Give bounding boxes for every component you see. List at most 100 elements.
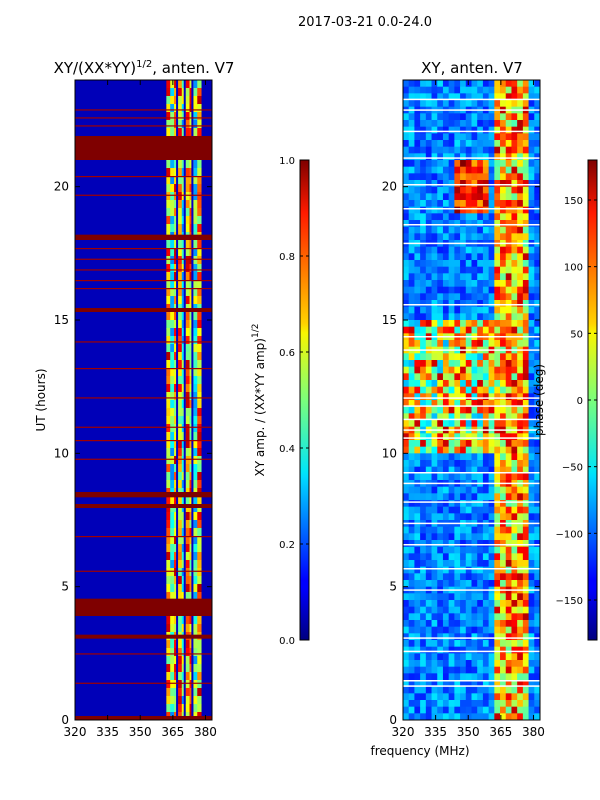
right-cell	[403, 433, 410, 441]
right-cell	[414, 540, 421, 548]
right-cell	[482, 533, 490, 541]
right-cell	[420, 560, 427, 568]
left-cell	[197, 336, 202, 345]
right-cell	[465, 406, 472, 414]
right-cell	[500, 326, 507, 334]
amp-colorbar-tick-label-4: 0.8	[279, 252, 295, 263]
left-flag-line-2	[75, 125, 212, 127]
right-cell	[511, 666, 518, 674]
right-cell	[442, 420, 450, 428]
right-cell	[471, 506, 478, 514]
phase-colorbar-tick-label-0: 150	[564, 196, 583, 207]
right-cell	[431, 126, 438, 134]
left-cell	[170, 584, 175, 593]
right-cell	[505, 80, 512, 88]
right-cell	[505, 153, 512, 161]
right-cell	[534, 260, 540, 268]
right-cell	[517, 226, 524, 234]
right-cell	[528, 646, 535, 654]
right-cell	[488, 460, 495, 468]
right-cell	[471, 246, 478, 254]
right-cell	[403, 246, 410, 254]
left-cell	[166, 424, 171, 433]
right-cell	[522, 633, 529, 641]
right-cell	[500, 153, 507, 161]
right-cell	[437, 553, 444, 561]
right-cell	[511, 226, 518, 234]
left-cell	[185, 112, 190, 121]
right-cell	[437, 673, 444, 681]
right-cell	[522, 660, 529, 668]
right-cell	[517, 373, 524, 381]
right-cell	[448, 320, 455, 328]
left-cell	[197, 264, 202, 273]
right-cell	[448, 666, 455, 674]
right-cell	[425, 713, 432, 720]
right-cell	[414, 493, 421, 501]
left-xtick-label-1: 335	[96, 725, 119, 739]
right-cell	[522, 420, 529, 428]
left-cell	[197, 376, 202, 385]
right-cell	[522, 160, 529, 168]
right-cell	[517, 113, 524, 121]
right-cell	[420, 200, 427, 208]
right-cell	[517, 453, 524, 461]
left-ytick-label-2: 10	[54, 446, 69, 460]
right-cell	[454, 673, 461, 681]
left-cell	[197, 104, 202, 113]
right-cell	[420, 440, 427, 448]
right-cell	[420, 253, 427, 261]
right-cell	[505, 420, 512, 428]
right-cell	[420, 593, 427, 601]
right-cell	[442, 460, 450, 468]
right-cell	[522, 380, 529, 388]
right-cell	[528, 666, 535, 674]
right-cell	[528, 680, 535, 688]
left-cell	[177, 616, 183, 625]
right-cell	[431, 680, 438, 688]
right-cell	[460, 513, 467, 521]
right-cell	[511, 200, 518, 208]
right-cell	[494, 406, 501, 414]
right-cell	[517, 673, 524, 681]
right-cell	[403, 486, 410, 494]
right-cell	[482, 666, 490, 674]
left-cell	[185, 408, 190, 417]
right-cell	[528, 313, 535, 321]
right-panel-title: XY, anten. V7	[421, 59, 523, 77]
right-cell	[534, 206, 540, 214]
left-cell	[170, 224, 175, 233]
right-cell	[403, 213, 410, 221]
right-cell	[408, 680, 415, 688]
right-cell	[494, 540, 501, 548]
left-cell	[166, 240, 171, 249]
right-cell	[500, 253, 507, 261]
right-cell	[477, 453, 484, 461]
right-cell	[505, 286, 512, 294]
right-cell	[534, 86, 540, 94]
right-cell	[500, 600, 507, 608]
right-cell	[403, 506, 410, 514]
right-cell	[482, 560, 490, 568]
right-cell	[420, 186, 427, 194]
right-cell	[534, 540, 540, 548]
right-cell	[414, 120, 421, 128]
right-cell	[408, 246, 415, 254]
right-cell	[511, 340, 518, 348]
right-cell	[437, 380, 444, 388]
right-cell	[420, 633, 427, 641]
right-cell	[534, 626, 540, 634]
right-cell	[477, 600, 484, 608]
left-cell	[193, 352, 198, 361]
right-cell	[534, 620, 540, 628]
right-cell	[528, 473, 535, 481]
right-cell	[431, 546, 438, 554]
right-cell	[442, 580, 450, 588]
right-gap-line-17	[403, 482, 540, 485]
right-cell	[528, 300, 535, 308]
right-cell	[500, 120, 507, 128]
right-cell	[414, 220, 421, 228]
right-cell	[528, 653, 535, 661]
left-cell	[185, 336, 190, 345]
left-cell	[193, 624, 198, 633]
